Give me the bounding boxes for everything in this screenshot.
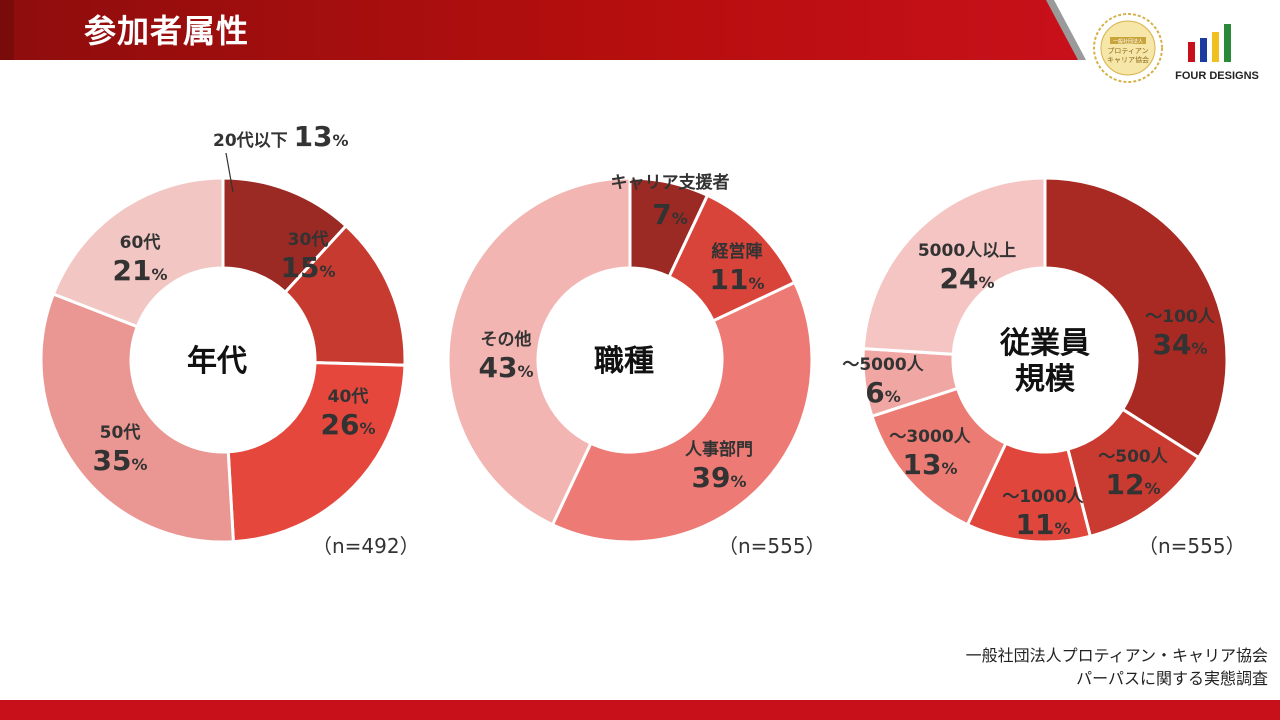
slice-name-1-2: 人事部門 bbox=[685, 439, 753, 460]
center-title-1: 職種 bbox=[594, 344, 654, 379]
slice-value-2-5: 24% bbox=[940, 262, 995, 295]
slice-2-5 bbox=[861, 176, 1047, 356]
center-title-2: 従業員 bbox=[999, 326, 1090, 361]
slice-name-0-3: 50代 bbox=[100, 422, 141, 443]
slice-value-1-2: 39% bbox=[692, 461, 747, 494]
center-title-0: 年代 bbox=[187, 344, 247, 379]
sample-size-0: （n=492） bbox=[312, 534, 420, 558]
slice-value-1-3: 43% bbox=[479, 351, 534, 384]
slice-name-2-4: ～5000人 bbox=[842, 355, 924, 375]
seal-text-line-2: プロティアン bbox=[1107, 47, 1148, 55]
slice-label-0-0: 20代以下 13% bbox=[213, 120, 349, 153]
slice-0-4 bbox=[51, 176, 225, 329]
four-designs-wordmark: FOUR DESIGNS bbox=[1175, 70, 1259, 82]
slice-value-2-2: 11% bbox=[1016, 508, 1071, 541]
source-note: 一般社団法人プロティアン・キャリア協会 パーパスに関する実態調査 bbox=[966, 644, 1268, 690]
slice-name-2-0: ～100人 bbox=[1145, 307, 1215, 327]
slice-1-3 bbox=[446, 176, 632, 527]
slice-value-0-1: 15% bbox=[281, 251, 336, 284]
seal-text-line-3: キャリア協会 bbox=[1107, 55, 1149, 64]
slice-value-1-1: 11% bbox=[710, 263, 765, 296]
slice-name-0-2: 40代 bbox=[328, 386, 369, 407]
callout-line bbox=[225, 152, 234, 193]
slice-value-0-4: 21% bbox=[113, 254, 168, 287]
slice-name-2-1: ～500人 bbox=[1098, 447, 1168, 467]
footer-bar bbox=[0, 700, 1280, 720]
center-title-2: 規模 bbox=[1015, 362, 1075, 397]
slice-0-3 bbox=[39, 292, 235, 544]
slice-name-1-3: その他 bbox=[481, 329, 532, 350]
seal-text-line-1: 一般社団法人 bbox=[1113, 38, 1143, 45]
protean-career-seal-logo: 一般社団法人 プロティアン キャリア協会 bbox=[1093, 13, 1163, 83]
slice-value-2-3: 13% bbox=[903, 448, 958, 481]
sample-size-1: （n=555） bbox=[718, 534, 826, 558]
slice-name-0-1: 30代 bbox=[288, 229, 329, 250]
slice-name-2-3: ～3000人 bbox=[889, 427, 971, 447]
four-designs-logo bbox=[1188, 24, 1231, 62]
header-band bbox=[0, 0, 1080, 60]
sample-size-2: （n=555） bbox=[1138, 534, 1246, 558]
slice-name-2-2: ～1000人 bbox=[1002, 487, 1084, 507]
slice-value-2-4: 6% bbox=[865, 376, 901, 409]
slice-value-2-0: 34% bbox=[1153, 328, 1208, 361]
source-note-line-1: 一般社団法人プロティアン・キャリア協会 bbox=[965, 646, 1268, 665]
header-left-tab bbox=[0, 0, 14, 60]
slice-value-0-3: 35% bbox=[93, 444, 148, 477]
slice-name-2-5: 5000人以上 bbox=[918, 241, 1016, 261]
slice-name-1-1: 経営陣 bbox=[712, 241, 763, 262]
slice-0-2 bbox=[226, 361, 407, 544]
slice-name-0-4: 60代 bbox=[120, 232, 161, 253]
slice-value-0-2: 26% bbox=[321, 408, 376, 441]
page-title: 参加者属性 bbox=[84, 12, 250, 50]
slice-name-1-0: キャリア支援者 bbox=[611, 172, 730, 193]
slice-1-2 bbox=[550, 280, 814, 544]
slice-value-1-0: 7% bbox=[652, 198, 688, 231]
source-note-line-2: パーパスに関する実態調査 bbox=[1076, 669, 1268, 688]
slice-2-0 bbox=[1043, 176, 1229, 460]
slice-value-2-1: 12% bbox=[1106, 468, 1161, 501]
